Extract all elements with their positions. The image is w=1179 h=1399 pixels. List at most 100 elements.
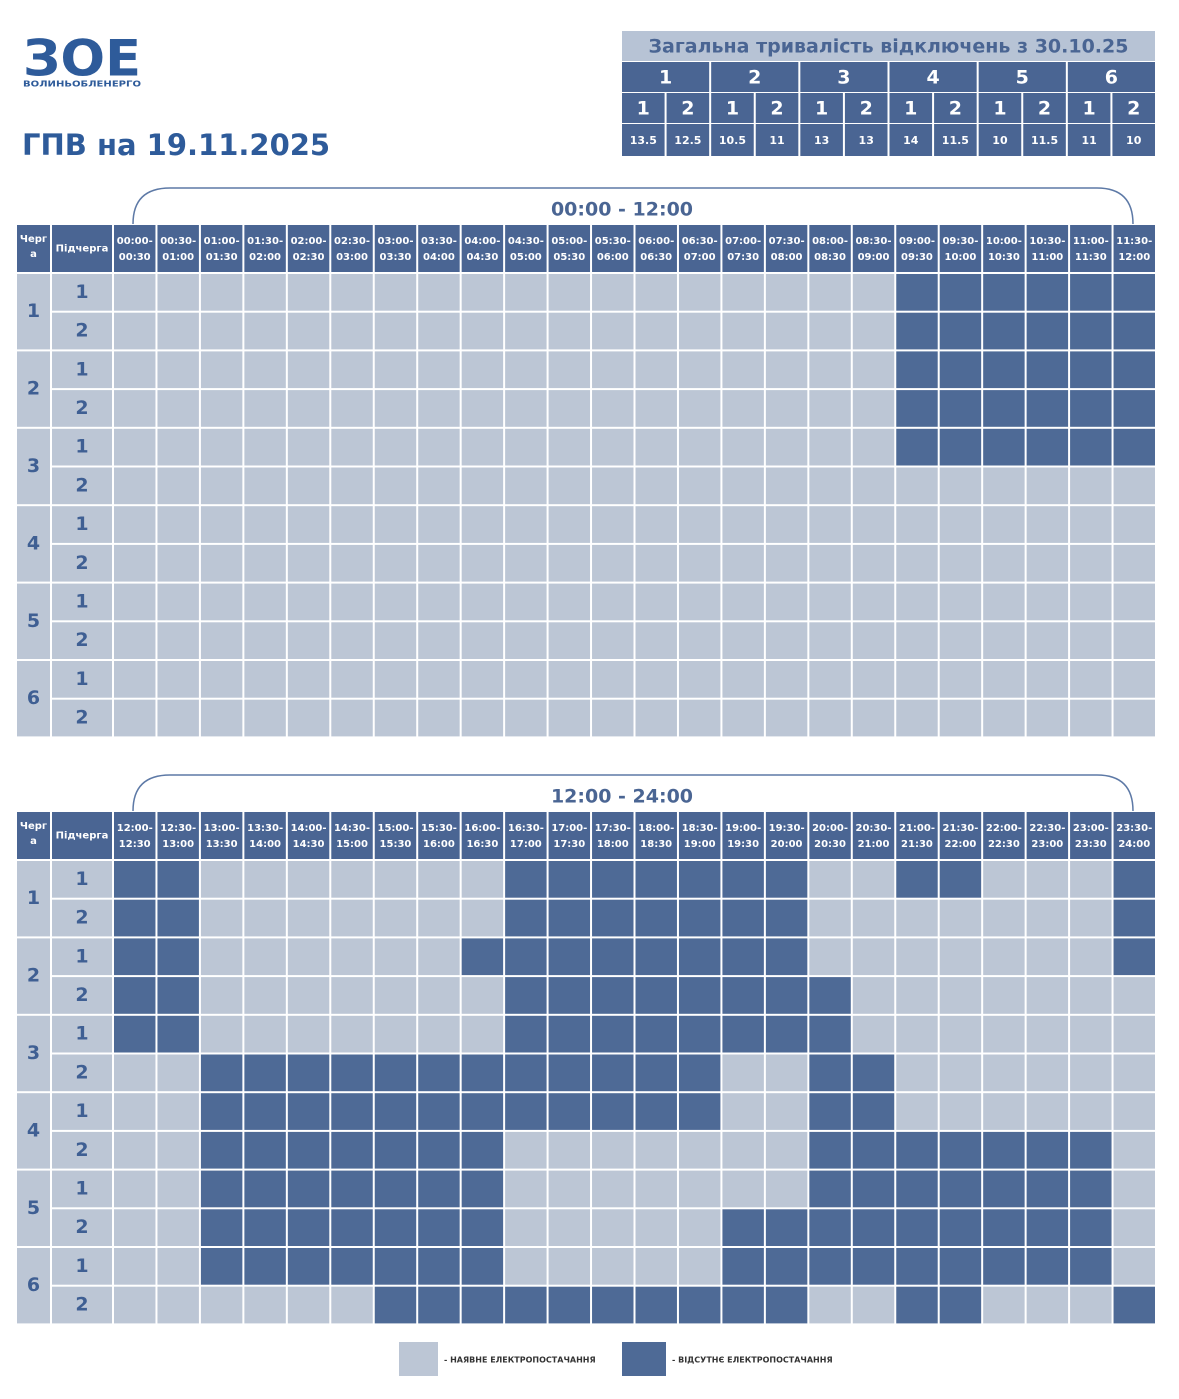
power-cell [374,661,417,698]
header-cell [157,225,199,272]
outage-cell [548,1054,591,1092]
power-cell [983,1054,1025,1092]
power-cell [809,938,851,976]
power-cell [722,661,764,698]
outage-cell [1026,1248,1069,1285]
power-cell [114,467,156,505]
power-cell [157,1093,199,1130]
power-cell [287,312,330,350]
summary-value: 13 [814,134,829,147]
outage-cell [592,899,634,937]
header-cell [722,225,764,272]
queue-label: 4 [27,532,40,554]
outage-cell [374,1170,417,1208]
header-cell [765,812,808,859]
power-cell [1113,1015,1155,1053]
slot-label: 14:00- [291,823,327,834]
outage-cell [418,1248,460,1285]
power-cell [331,467,373,505]
logo-name: ВОЛИНЬОБЛЕНЕРГО [23,80,141,89]
power-cell [852,583,895,621]
header-cell [983,225,1025,272]
slot-label: 11:00 [1031,252,1063,263]
power-cell [765,661,808,698]
group-cell [711,62,799,92]
power-cell [1026,1286,1069,1324]
power-cell [331,506,373,543]
slot-label: 10:30- [1029,236,1065,247]
power-cell [244,861,286,898]
outage-cell [678,1054,721,1092]
slot-label: 19:30 [727,839,759,850]
power-cell [331,274,373,311]
group-label: 6 [1105,67,1118,89]
slot-label: 06:00 [597,252,629,263]
sub-label: 2 [949,98,962,120]
power-cell [287,661,330,698]
slot-label: 23:00 [1031,839,1063,850]
power-cell [983,861,1025,898]
slot-label: 21:30- [942,823,978,834]
power-cell [722,428,764,466]
outage-cell [1070,1248,1112,1285]
outage-cell [461,1209,504,1246]
value-cell [1023,124,1066,156]
summary-value: 11.5 [942,134,969,147]
power-cell [765,544,808,582]
queue-cell [17,428,50,505]
outage-cell [809,1248,851,1285]
outage-cell [374,1054,417,1092]
outage-cell [244,1248,286,1285]
outage-cell [1070,274,1112,311]
power-cell [244,1286,286,1324]
outage-cell [939,390,982,427]
header-cell [1070,812,1112,859]
outage-cell [896,1248,938,1285]
power-cell [635,661,677,698]
sub-cell [711,93,754,123]
sub-cell [52,1093,112,1130]
power-cell [592,1248,634,1285]
power-cell [1070,699,1112,737]
outage-cell [592,938,634,976]
power-cell [852,861,895,898]
outage-cell [1113,312,1155,350]
power-cell [244,390,286,427]
summary-value: 13.5 [630,134,657,147]
power-cell [939,506,982,543]
outage-cell [592,1054,634,1092]
header-cell [852,225,895,272]
header-cell [939,225,982,272]
slot-label: 17:00 [510,839,542,850]
power-cell [331,938,373,976]
power-cell [1026,506,1069,543]
header-cell [635,225,677,272]
outage-cell [200,1209,243,1246]
power-cell [1070,583,1112,621]
summary-value: 10 [992,134,1008,147]
outage-cell [1026,1131,1069,1169]
power-cell [765,583,808,621]
sub-cell [978,93,1022,123]
sub-cell [52,899,112,937]
sub-cell [52,428,112,466]
power-cell [461,583,504,621]
power-cell [114,1248,156,1285]
sub-label: 2 [75,629,88,651]
header-cell [374,225,417,272]
slot-label: 13:00- [204,823,240,834]
power-cell [1026,977,1069,1014]
power-cell [983,938,1025,976]
queue-cell [17,938,50,1014]
power-cell [722,506,764,543]
header-cell [505,812,547,859]
outage-cell [1113,390,1155,427]
header-cell [52,225,112,272]
outage-cell [1026,428,1069,466]
outage-cell [374,1093,417,1130]
slot-label: 08:30- [856,236,892,247]
sub-cell [1112,93,1155,123]
outage-cell [635,1093,677,1130]
power-cell [852,1015,895,1053]
power-cell [1070,506,1112,543]
